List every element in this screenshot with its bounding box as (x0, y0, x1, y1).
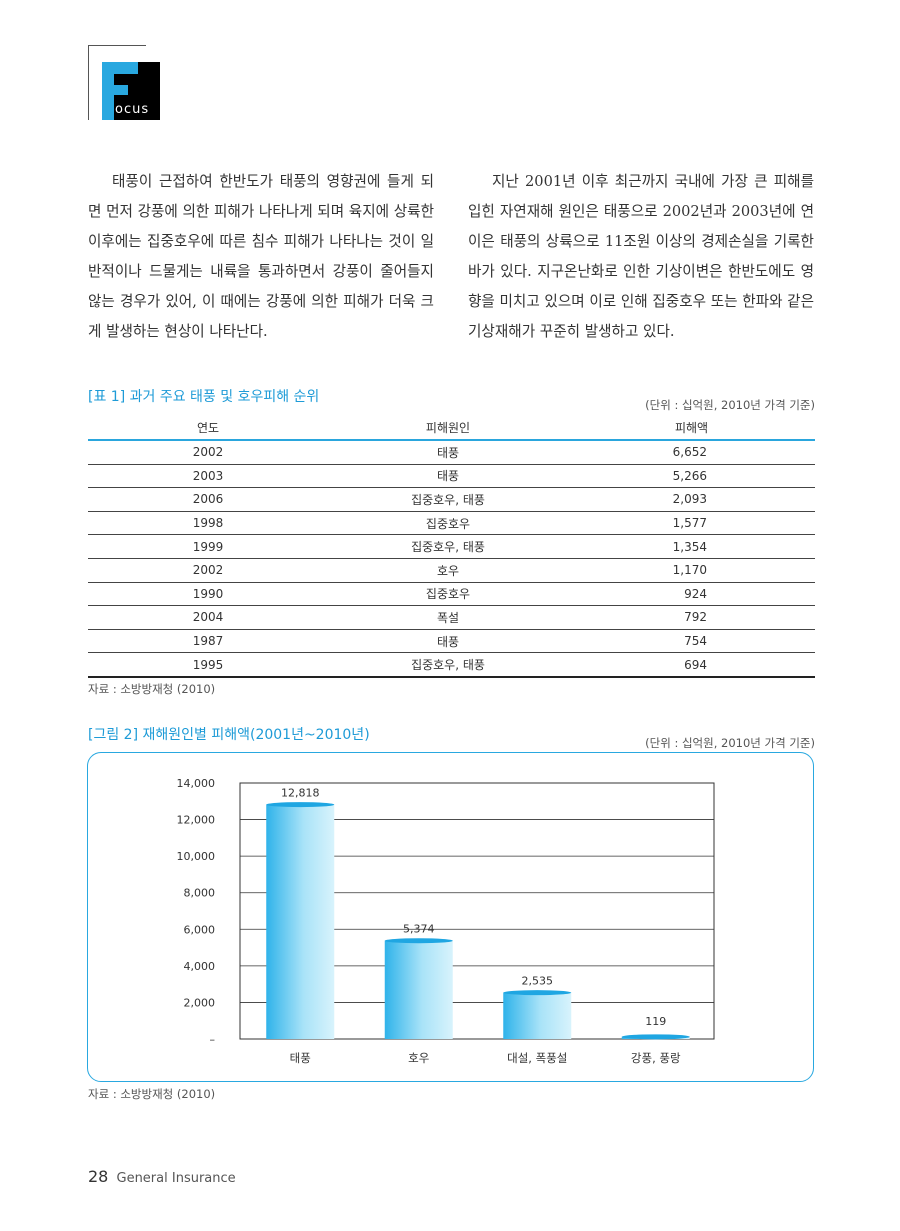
plot-frame (239, 782, 715, 1040)
table-row: 2006 집중호우, 태풍 2,093 (88, 487, 815, 512)
bar-cap-1 (266, 802, 335, 808)
cell-amount: 792 (568, 605, 815, 630)
x-tick-label: 태풍 (290, 1051, 311, 1065)
cell-amount: 754 (568, 629, 815, 654)
table-row: 2003 태풍 5,266 (88, 464, 815, 489)
logo-text: ocus (115, 102, 150, 117)
x-tick-label: 호우 (408, 1051, 429, 1065)
y-tick-label: 4,000 (184, 960, 216, 973)
cell-year: 1990 (88, 582, 328, 607)
data-label: 119 (645, 1015, 666, 1028)
cell-cause: 집중호우, 태풍 (328, 487, 568, 512)
cell-amount: 5,266 (568, 464, 815, 489)
cell-amount: 1,577 (568, 511, 815, 536)
figure-source: 자료 : 소방방재청 (2010) (88, 1087, 216, 1101)
cell-cause: 호우 (328, 558, 568, 583)
table-source: 자료 : 소방방재청 (2010) (88, 682, 216, 696)
cell-cause: 태풍 (328, 464, 568, 489)
y-tick-label: 14,000 (177, 777, 216, 790)
cell-year: 1998 (88, 511, 328, 536)
paragraph-left: 태풍이 근접하여 한반도가 태풍의 영향권에 들게 되면 먼저 강풍에 의한 피… (88, 173, 434, 340)
body-column-right: 지난 2001년 이후 최근까지 국내에 가장 큰 피해를 입힌 자연재해 원인… (468, 167, 814, 347)
body-column-left: 태풍이 근접하여 한반도가 태풍의 영향권에 들게 되면 먼저 강풍에 의한 피… (88, 167, 434, 347)
figure-unit: (단위 : 십억원, 2010년 가격 기준) (645, 736, 815, 750)
bar-cap-3 (503, 990, 572, 996)
bar-cap-4 (621, 1034, 690, 1040)
table-row: 1990 집중호우 924 (88, 582, 815, 607)
cell-amount: 694 (568, 652, 815, 678)
data-label: 2,535 (522, 975, 554, 988)
header-amount: 피해액 (568, 416, 815, 441)
data-label: 12,818 (281, 787, 320, 800)
cell-amount: 2,093 (568, 487, 815, 512)
data-label: 5,374 (403, 923, 435, 936)
cell-year: 2004 (88, 605, 328, 630)
bar-2 (384, 940, 453, 1039)
table-row: 1995 집중호우, 태풍 694 (88, 652, 815, 678)
cell-year: 2002 (88, 558, 328, 583)
header-cause: 피해원인 (328, 416, 568, 441)
cell-cause: 집중호우, 태풍 (328, 652, 568, 678)
focus-logo: ocus (88, 45, 160, 120)
header-year: 연도 (88, 416, 328, 441)
cell-amount: 924 (568, 582, 815, 607)
page-number: 28 (88, 1167, 109, 1186)
x-tick-label: 대설, 폭풍설 (507, 1051, 567, 1065)
y-tick-label: 12,000 (177, 814, 216, 827)
bar-1 (266, 804, 335, 1039)
y-tick-label: 8,000 (184, 887, 216, 900)
cell-year: 1987 (88, 629, 328, 654)
x-tick-label: 강풍, 풍랑 (631, 1051, 681, 1065)
y-tick-label: – (210, 1033, 216, 1046)
bar-cap-2 (384, 938, 453, 944)
table-unit: (단위 : 십억원, 2010년 가격 기준) (645, 398, 815, 412)
cell-amount: 6,652 (568, 440, 815, 465)
damage-ranking-table: 연도 피해원인 피해액 2002 태풍 6,652 2003 태풍 5,266 2006… (88, 416, 815, 678)
damage-by-cause-chart: – 2,000 4,000 6,000 8,000 10,000 12,000 14,000 1… (177, 777, 715, 1065)
cell-amount: 1,170 (568, 558, 815, 583)
cell-cause: 태풍 (328, 440, 568, 465)
table-row: 1987 태풍 754 (88, 629, 815, 654)
cell-year: 2006 (88, 487, 328, 512)
cell-year: 2003 (88, 464, 328, 489)
cell-cause: 폭설 (328, 605, 568, 630)
cell-year: 2002 (88, 440, 328, 465)
y-tick-label: 10,000 (177, 850, 216, 863)
cell-cause: 집중호우 (328, 582, 568, 607)
paragraph-right: 지난 2001년 이후 최근까지 국내에 가장 큰 피해를 입힌 자연재해 원인… (468, 173, 814, 340)
figure-caption: [그림 2] 재해원인별 피해액(2001년~2010년) (88, 727, 370, 743)
y-tick-label: 6,000 (184, 923, 216, 936)
cell-cause: 태풍 (328, 629, 568, 654)
bar-3 (503, 992, 572, 1039)
chart-frame (87, 752, 814, 1082)
cell-year: 1999 (88, 534, 328, 559)
cell-cause: 집중호우, 태풍 (328, 534, 568, 559)
table-caption: [표 1] 과거 주요 태풍 및 호우피해 순위 (88, 389, 320, 405)
cell-cause: 집중호우 (328, 511, 568, 536)
table-row: 1999 집중호우, 태풍 1,354 (88, 534, 815, 559)
table-row: 2002 호우 1,170 (88, 558, 815, 583)
y-tick-label: 2,000 (184, 996, 216, 1009)
table-header-row: 연도 피해원인 피해액 (88, 416, 815, 441)
cell-amount: 1,354 (568, 534, 815, 559)
publication-name: General Insurance (116, 1171, 236, 1186)
cell-year: 1995 (88, 652, 328, 678)
table-row: 2004 폭설 792 (88, 605, 815, 630)
table-row: 1998 집중호우 1,577 (88, 511, 815, 536)
page-footer: 28 General Insurance (88, 1167, 236, 1186)
table-row: 2002 태풍 6,652 (88, 440, 815, 465)
